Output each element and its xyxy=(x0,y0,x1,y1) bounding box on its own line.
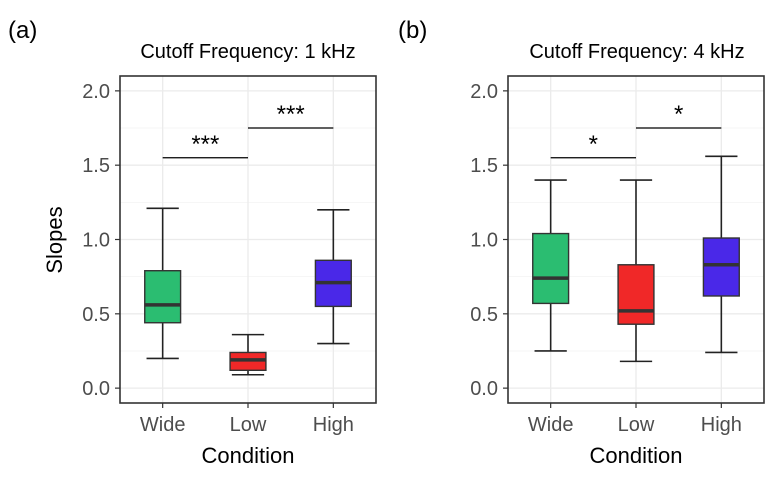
x-axis-label-a: Condition xyxy=(202,443,295,468)
plot-frame xyxy=(507,75,765,404)
y-tick-label: 2.0 xyxy=(470,81,498,103)
significance-label: * xyxy=(589,131,598,158)
x-tick-label-high: High xyxy=(313,414,354,436)
y-axis-label: Slopes xyxy=(42,206,67,273)
panel-label-b: (b) xyxy=(398,17,427,44)
x-tick-label-high: High xyxy=(701,414,742,436)
x-tick-label-wide: Wide xyxy=(140,414,186,436)
y-tick-label: 0.0 xyxy=(82,378,110,400)
x-tick-label-low: Low xyxy=(230,414,267,436)
y-tick-label: 1.5 xyxy=(82,155,110,177)
plot-panel-b: 0.0 0.5 1.0 1.5 2.0 Wide Low High * * xyxy=(470,75,765,436)
plot-frame xyxy=(119,75,377,404)
x-tick-label-wide: Wide xyxy=(528,414,574,436)
y-tick-label: 0.5 xyxy=(470,304,498,326)
box-high xyxy=(702,237,740,297)
y-tick-label: 1.5 xyxy=(470,155,498,177)
plot-panel-a: 0.0 0.5 1.0 1.5 2.0 Wide Low High *** *** xyxy=(82,75,377,436)
box-low xyxy=(617,264,655,325)
box-wide xyxy=(144,270,182,324)
significance-label: *** xyxy=(277,101,305,128)
y-tick-label: 2.0 xyxy=(82,81,110,103)
significance-label: *** xyxy=(191,131,219,158)
y-tick-label: 1.0 xyxy=(82,230,110,252)
significance-label: * xyxy=(674,101,683,128)
panel-label-a: (a) xyxy=(8,17,37,44)
y-tick-label: 0.5 xyxy=(82,304,110,326)
x-axis-label-b: Condition xyxy=(590,443,683,468)
box-wide xyxy=(532,232,570,305)
y-tick-label: 0.0 xyxy=(470,378,498,400)
y-tick-label: 1.0 xyxy=(470,230,498,252)
panel-title-b: Cutoff Frequency: 4 kHz xyxy=(529,41,744,63)
x-tick-label-low: Low xyxy=(618,414,655,436)
panel-title-a: Cutoff Frequency: 1 kHz xyxy=(140,41,355,63)
